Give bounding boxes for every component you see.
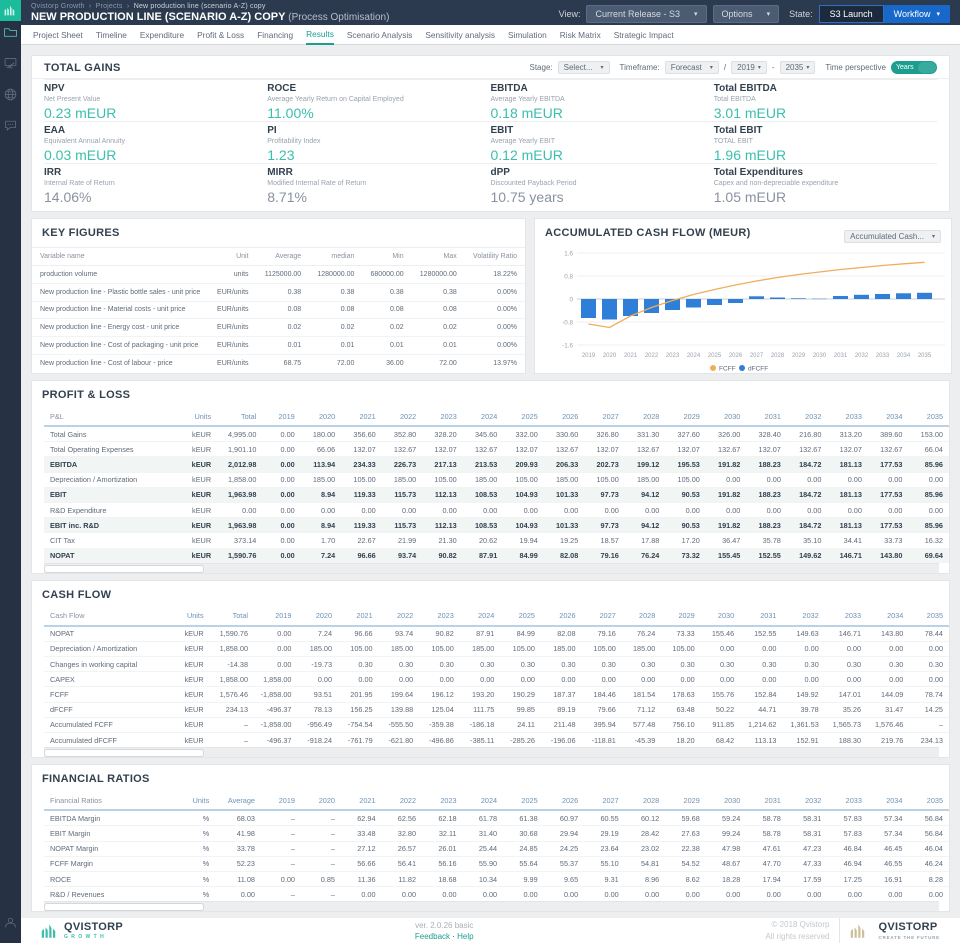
svg-text:2021: 2021 (624, 353, 638, 359)
svg-text:-0.8: -0.8 (562, 320, 573, 327)
svg-text:1.6: 1.6 (564, 251, 573, 258)
svg-text:2035: 2035 (918, 353, 932, 359)
svg-text:2026: 2026 (729, 353, 743, 359)
svg-text:2024: 2024 (687, 353, 701, 359)
svg-text:2033: 2033 (876, 353, 890, 359)
svg-text:2029: 2029 (792, 353, 806, 359)
svg-text:2031: 2031 (834, 353, 848, 359)
svg-text:dFCFF: dFCFF (748, 366, 768, 373)
svg-text:2025: 2025 (708, 353, 722, 359)
svg-text:2027: 2027 (750, 353, 764, 359)
svg-text:0.8: 0.8 (564, 274, 573, 281)
svg-text:2023: 2023 (666, 353, 680, 359)
svg-text:2022: 2022 (645, 353, 659, 359)
svg-text:2032: 2032 (855, 353, 869, 359)
svg-text:2020: 2020 (603, 353, 617, 359)
svg-text:2019: 2019 (582, 353, 596, 359)
svg-text:FCFF: FCFF (719, 366, 736, 373)
svg-text:2028: 2028 (771, 353, 785, 359)
svg-text:2030: 2030 (813, 353, 827, 359)
svg-text:0: 0 (569, 297, 573, 304)
svg-text:2034: 2034 (897, 353, 911, 359)
svg-text:-1.6: -1.6 (562, 343, 573, 350)
